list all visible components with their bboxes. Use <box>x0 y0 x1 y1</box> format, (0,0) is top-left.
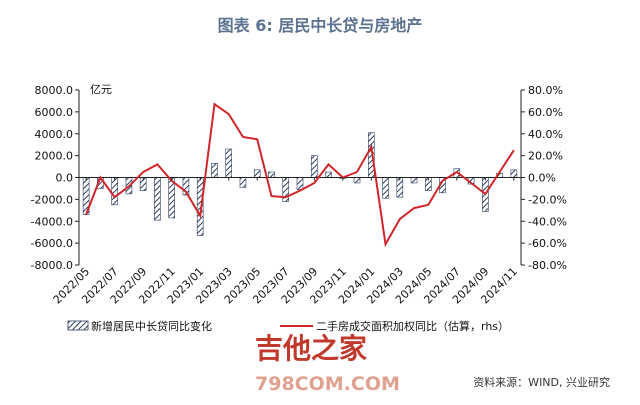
watermark-sub: 798COM.COM <box>255 373 400 395</box>
legend-line-label: 二手房成交面积加权同比（估算，rhs） <box>316 319 509 333</box>
chart-title: 图表 6: 居民中长贷与房地产 <box>218 16 423 35</box>
bar-2023/12 <box>353 177 361 184</box>
bar-2022/10 <box>154 177 161 221</box>
left-axis-unit: 亿元 <box>90 83 112 96</box>
source-note: 资料来源：WIND, 兴业研究 <box>473 375 610 389</box>
bar-2023/09 <box>310 155 318 178</box>
left-axis-tick-label: 6000.0 <box>35 106 74 119</box>
left-axis-tick-label: -4000.0 <box>31 215 73 228</box>
left-axis-tick-label: 2000.0 <box>35 150 74 163</box>
right-axis-tick-label: 0.0% <box>528 172 556 185</box>
left-axis-tick-label: 0.0 <box>56 172 74 185</box>
bar-2024/11 <box>510 169 518 178</box>
right-axis-tick-label: -60.0% <box>528 237 567 250</box>
left-axis-tick-label: 4000.0 <box>35 128 74 141</box>
bar-2023/05 <box>253 169 261 178</box>
bar-2023/08 <box>296 177 304 190</box>
line-series-path <box>85 102 515 248</box>
left-axis-tick-label: -6000.0 <box>31 237 73 250</box>
bar-2023/02 <box>211 162 218 178</box>
right-axis-ticks: 80.0% 60.0% 40.0% 20.0% 0.0% -20.0% -40.0% -60.… <box>521 84 567 272</box>
right-axis-tick-label: -20.0% <box>528 193 567 206</box>
left-axis-tick-label: -2000.0 <box>31 193 73 206</box>
bar-2023/06 <box>268 171 275 178</box>
bar-2024/02 <box>382 177 389 199</box>
bar-2024/04 <box>410 177 418 184</box>
right-axis-tick-label: 80.0% <box>528 84 563 97</box>
right-axis-tick-label: 20.0% <box>528 150 563 163</box>
right-axis-tick-label: -40.0% <box>528 215 567 228</box>
bar-2023/03 <box>225 148 233 178</box>
right-axis-tick-label: 40.0% <box>528 128 563 141</box>
left-axis-ticks: 8000.0 6000.0 4000.0 2000.0 0.0 -2000.0 -4000.… <box>31 84 79 272</box>
left-axis-tick-label: 8000.0 <box>35 84 74 97</box>
watermark-main: 吉他之家 <box>255 332 367 365</box>
left-axis-tick-label: -8000.0 <box>31 259 73 272</box>
legend: 新增居民中长贷同比变化 二手房成交面积加权同比（估算，rhs） <box>67 319 509 333</box>
right-axis-tick-label: -80.0% <box>528 259 567 272</box>
right-axis-tick-label: 60.0% <box>528 106 563 119</box>
bar-series <box>82 132 518 236</box>
bar-2023/10 <box>325 171 332 178</box>
legend-bar-swatch <box>67 320 89 331</box>
bar-2022/07 <box>111 177 118 206</box>
bar-2023/04 <box>239 177 247 188</box>
legend-bar-label: 新增居民中长贷同比变化 <box>91 319 212 333</box>
